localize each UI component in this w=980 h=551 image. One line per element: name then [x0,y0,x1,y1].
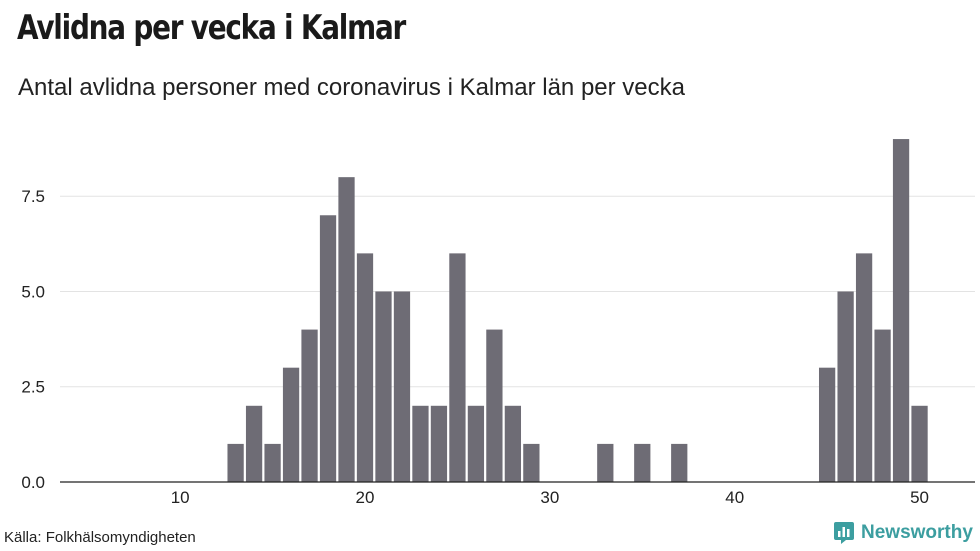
bar [227,443,244,482]
y-tick-label: 7.5 [21,187,45,206]
newsworthy-logo-icon [834,522,854,544]
chart-title: Avlidna per vecka i Kalmar [17,8,406,48]
brand: Newsworthy [833,521,973,545]
x-tick-label: 50 [910,488,929,507]
bar [301,329,318,482]
y-tick-label: 5.0 [21,282,45,301]
bar [597,443,614,482]
bar [671,443,688,482]
bar [486,329,503,482]
bar [245,405,263,482]
bar [264,443,281,482]
bar [911,405,928,482]
bar [430,405,448,482]
x-tick-label: 20 [356,488,375,507]
bar [874,329,891,482]
bar [319,215,337,482]
brand-label: Newsworthy [861,522,973,543]
bar [282,367,300,482]
bar [449,253,466,482]
bar [504,405,522,482]
bar [523,443,540,482]
bar [412,405,429,482]
bar [634,443,651,482]
y-tick-label: 2.5 [21,378,45,397]
chart-subtitle: Antal avlidna personer med coronavirus i… [18,74,685,101]
y-tick-labels: 0.0 2.5 5.0 7.5 [21,187,45,492]
bar [375,291,392,482]
x-tick-label: 10 [171,488,190,507]
bar [467,405,485,482]
source-label: Källa: Folkhälsomyndigheten [4,529,196,546]
bar [338,177,355,482]
bar [855,253,873,482]
bar [393,291,411,482]
x-tick-label: 30 [540,488,559,507]
y-tick-label: 0.0 [21,473,45,492]
bar [837,291,854,482]
bar [818,367,836,482]
x-tick-label: 40 [725,488,744,507]
bar [356,253,374,482]
x-tick-labels: 10 20 30 40 50 [171,488,929,507]
bars [227,139,928,483]
bar [892,139,910,483]
